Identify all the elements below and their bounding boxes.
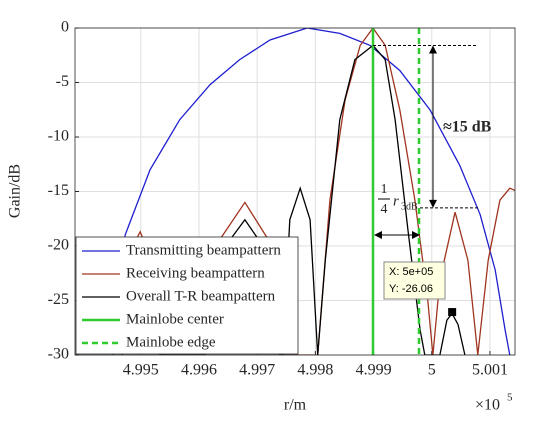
legend-label: Overall T-R beampattern	[126, 288, 276, 304]
y-tick-label: -5	[56, 73, 69, 90]
y-tick-label: -15	[48, 182, 69, 199]
x-tick-label: 5	[428, 362, 436, 379]
datatip-marker	[448, 308, 457, 317]
y-tick-label: -30	[48, 346, 69, 363]
series-line	[112, 28, 511, 355]
annotation: 4	[381, 202, 388, 217]
x-axis-label: r/m	[284, 397, 307, 414]
y-tick-label: 0	[61, 19, 69, 36]
y-axis-label: Gain/dB	[7, 164, 24, 218]
legend-box	[75, 236, 299, 355]
y-tick-label: -10	[48, 128, 69, 145]
legend-label: Mainlobe center	[126, 311, 224, 327]
axes-box	[74, 27, 516, 356]
annotation: ≈15 dB	[443, 119, 492, 136]
annotation: 3dB	[401, 201, 418, 212]
series-line	[121, 28, 515, 355]
y-tick-label: -20	[48, 237, 69, 254]
x-tick-label: 5.001	[472, 362, 508, 379]
y-tick-label: -25	[48, 291, 69, 308]
annotation: r	[393, 193, 399, 209]
datatip-label: Y: -26.06	[389, 283, 433, 295]
datatip-box	[383, 261, 446, 300]
legend-label: Transmitting beampattern	[126, 242, 281, 258]
x-tick-label: 4.999	[356, 362, 392, 379]
datatip-label: X: 5e+05	[389, 266, 433, 278]
x-tick-label: 4.997	[239, 362, 275, 379]
annotation: 1	[381, 182, 388, 197]
x-multiplier: ×10	[475, 397, 500, 414]
datatip: X: 5e+05 Y: -26.06	[383, 261, 446, 300]
x-tick-label: 4.995	[123, 362, 159, 379]
legend-label: Receiving beampattern	[126, 265, 265, 281]
x-tick-label: 4.996	[181, 362, 217, 379]
x-tick-label: 4.998	[297, 362, 333, 379]
legend-label: Mainlobe edge	[126, 334, 216, 350]
legend: Transmitting beampattern Receiving beampa…	[75, 236, 299, 355]
x-multiplier-exponent: 5	[507, 392, 513, 404]
